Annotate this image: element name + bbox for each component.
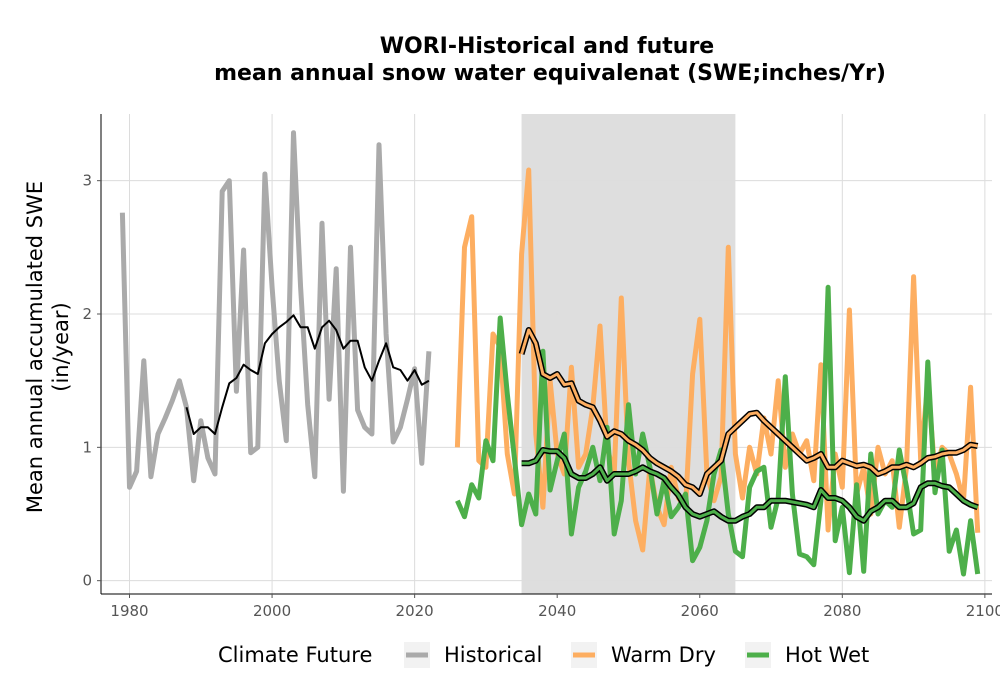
legend-title: Climate Future [218,643,372,667]
y-tick-label: 3 [82,172,92,190]
y-axis-label: Mean annual accumulated SWE [23,181,47,513]
series-line-hot-wet-smoothed [521,448,979,523]
y-axis-units: (in/year) [49,302,73,391]
series-line-warm-dry [454,167,981,553]
x-tick-label: 2040 [538,602,576,620]
legend-label-hot-wet: Hot Wet [785,643,869,667]
x-tick-label: 2020 [396,602,434,620]
plot-area: 0 1 2 3 1980 2000 2020 2040 2060 2080 2100 [82,114,1000,620]
series-line-historical [119,130,432,494]
y-tick-label: 0 [82,572,92,590]
y-tick-label: 2 [82,305,92,323]
x-tick-label: 2000 [253,602,291,620]
chart-title: WORI-Historical and future [380,34,714,59]
legend-label-historical: Historical [444,643,542,667]
x-tick-label: 2060 [681,602,719,620]
x-tick-label: 2100 [966,602,1000,620]
y-axis-title: Mean annual accumulated SWE (in/year) [23,181,73,513]
x-tick-label: 2080 [823,602,861,620]
series-line-historical-smoothed [185,314,430,435]
chart-subtitle: mean annual snow water equivalenat (SWE;… [214,61,886,86]
series-line-warm-dry-smoothed [520,328,978,496]
x-tick-label: 1980 [110,602,148,620]
y-tick-label: 1 [82,438,92,456]
legend-label-warm-dry: Warm Dry [611,643,716,667]
legend: Climate Future Historical Warm Dry Hot Wet [218,642,869,668]
